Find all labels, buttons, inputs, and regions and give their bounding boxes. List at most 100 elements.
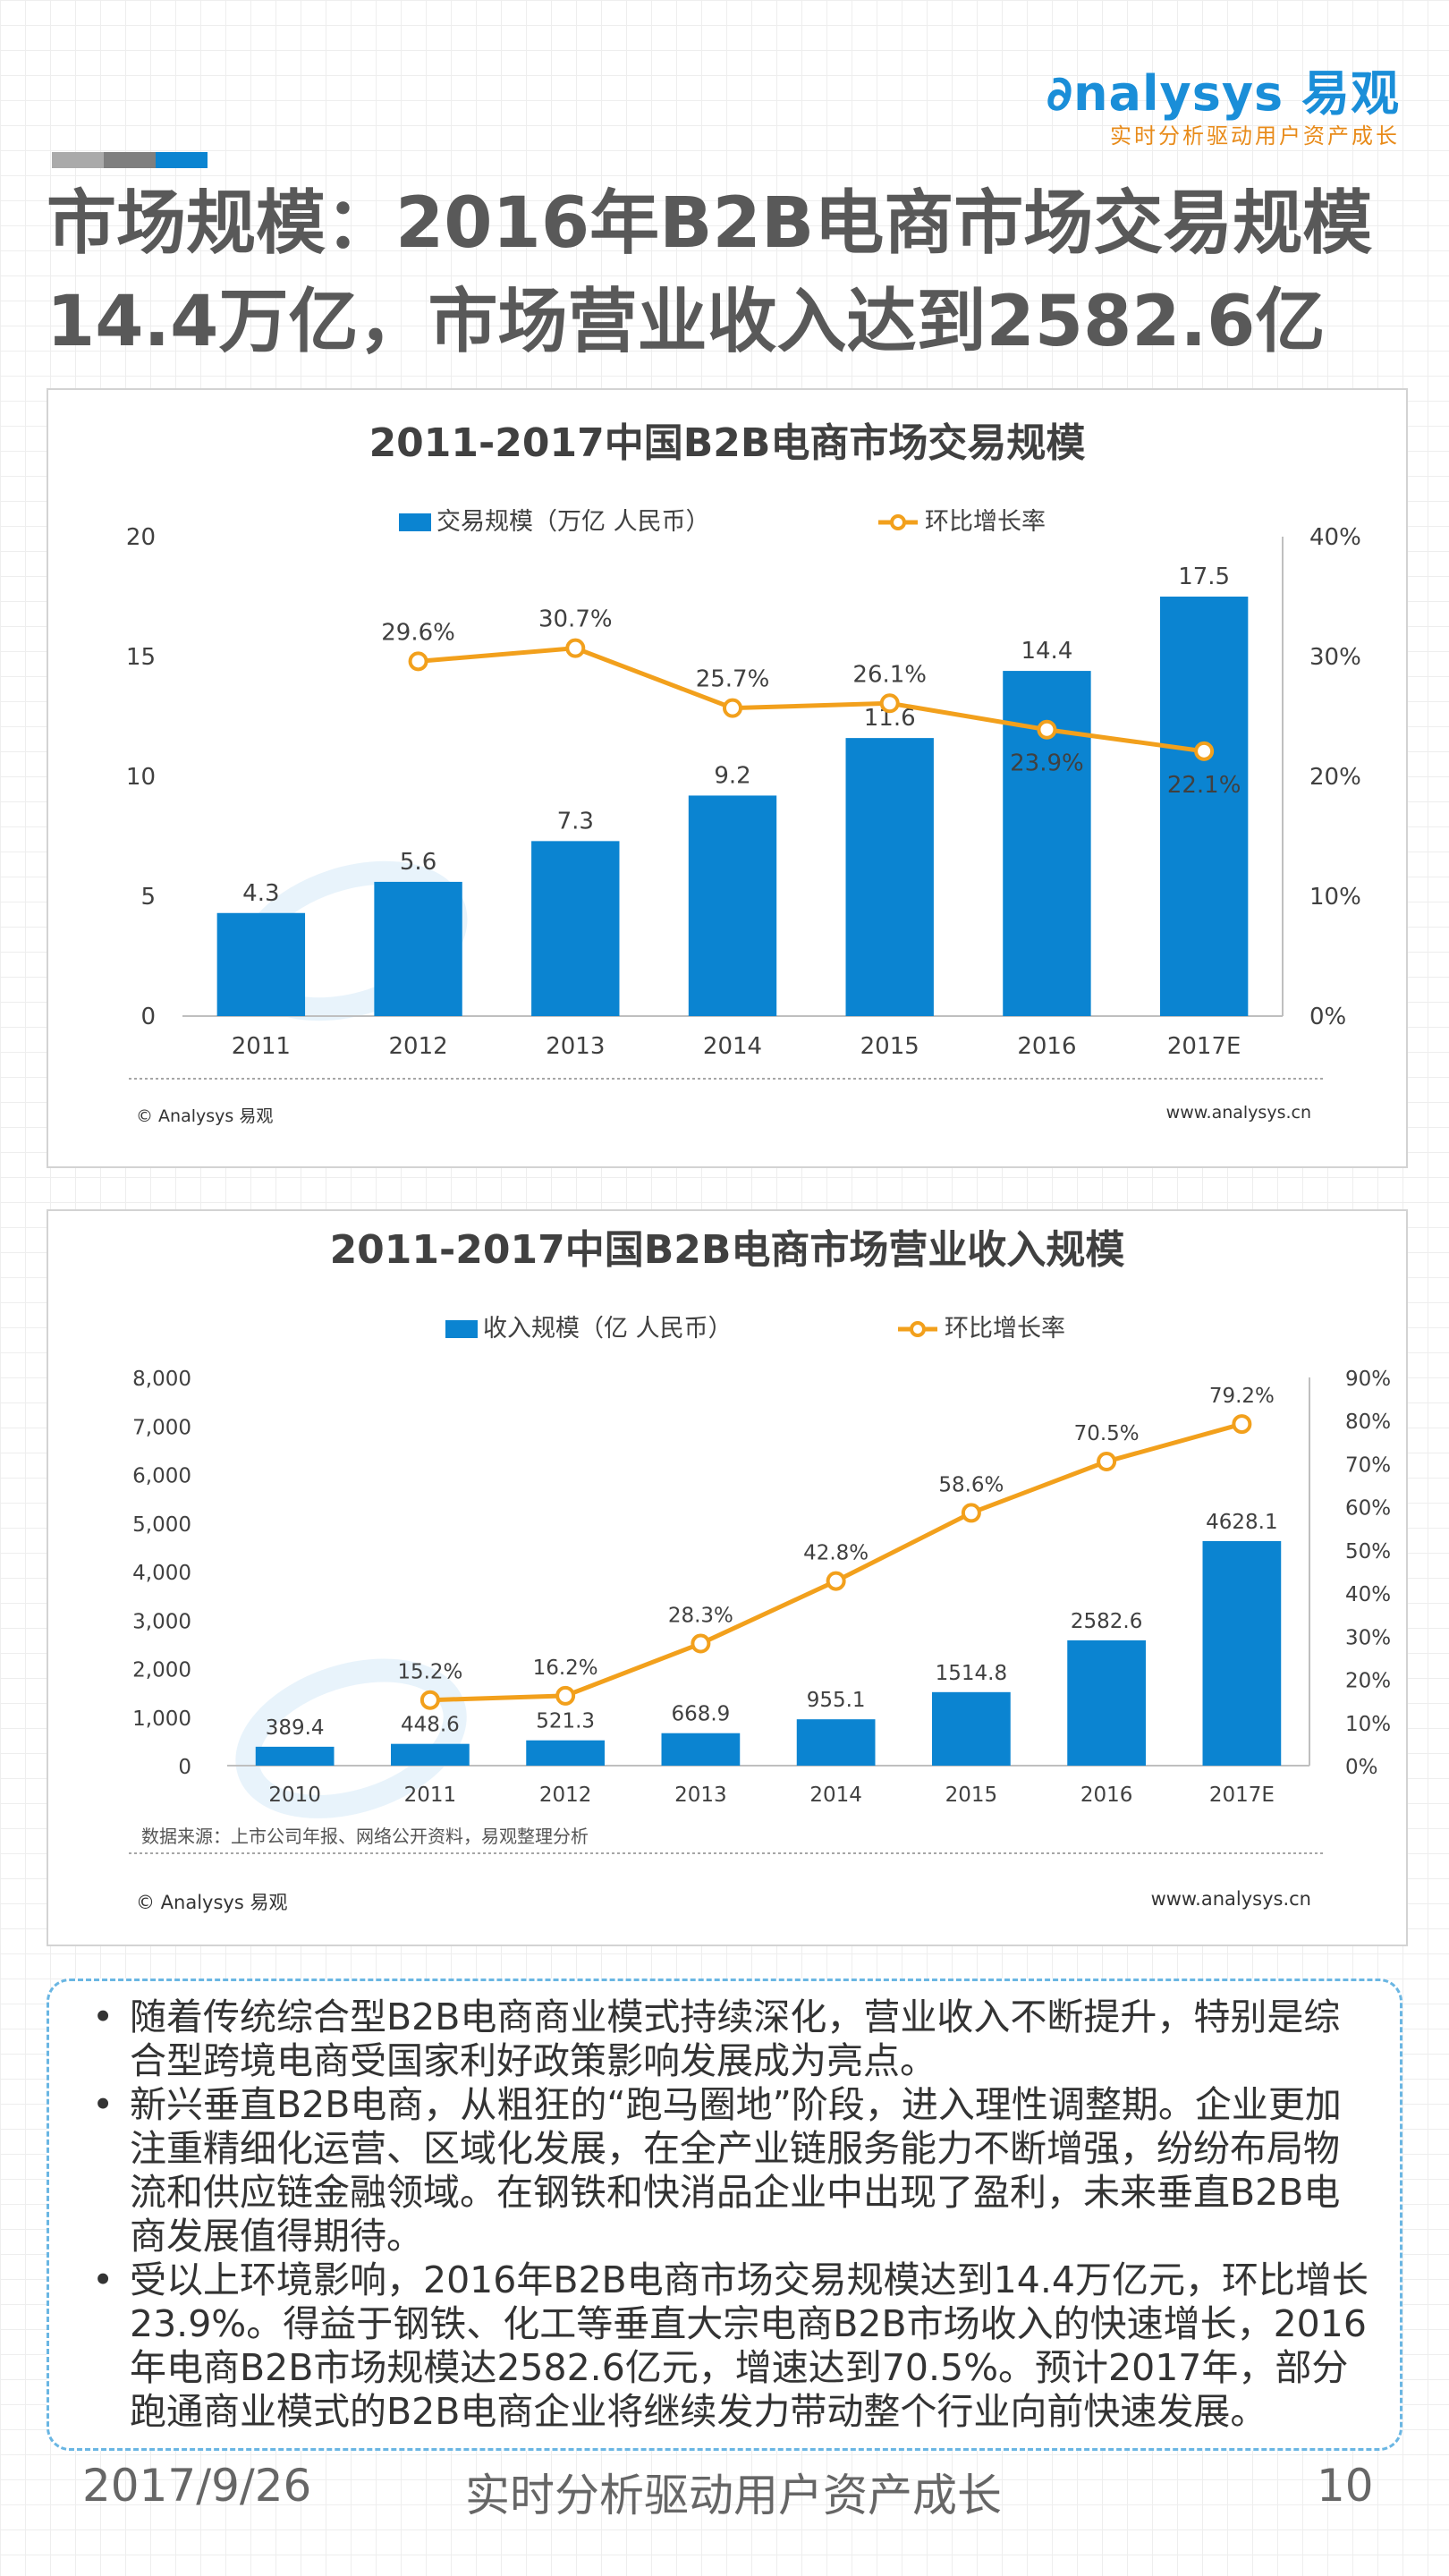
line-point — [826, 1571, 846, 1591]
bar — [1202, 1540, 1282, 1766]
deco-bar-dark — [104, 152, 156, 168]
line-data-label: 30.7% — [538, 606, 613, 633]
y-tick-label: 1,000 — [132, 1707, 191, 1731]
chart-copyright: © Analysys 易观 — [136, 1892, 287, 1913]
logo-a-icon: ∂ — [1046, 65, 1074, 122]
y2-tick-label: 50% — [1345, 1540, 1391, 1563]
bar — [1067, 1640, 1146, 1766]
summary-item: 随着传统综合型B2B电商商业模式持续深化，营业收入不断提升，特别是综合型跨境电商… — [76, 1996, 1373, 2083]
y-tick-label: 5 — [140, 884, 156, 911]
chart-url: www.analysys.cn — [1166, 1103, 1311, 1123]
line-data-label: 22.1% — [1167, 772, 1241, 799]
chart-title: 2011-2017中国B2B电商市场交易规模 — [369, 420, 1086, 466]
bar-data-label: 7.3 — [557, 808, 594, 835]
line-data-label: 26.1% — [852, 661, 927, 688]
y-tick-label: 10 — [126, 764, 156, 791]
x-tick-label: 2013 — [546, 1033, 605, 1060]
bar — [526, 1740, 605, 1766]
y2-tick-label: 80% — [1345, 1411, 1391, 1434]
y-tick-label: 4,000 — [132, 1562, 191, 1585]
bar-data-label: 448.6 — [401, 1714, 460, 1737]
bar — [391, 1743, 470, 1766]
deco-bar-light — [52, 152, 104, 168]
y-tick-label: 6,000 — [132, 1465, 191, 1488]
growth-rate-line — [418, 646, 1205, 754]
line-data-label: 70.5% — [1074, 1422, 1140, 1445]
y2-tick-label: 30% — [1345, 1626, 1391, 1649]
bar — [255, 1746, 335, 1766]
line-data-label: 16.2% — [533, 1657, 598, 1680]
y-tick-label: 0 — [140, 1004, 156, 1030]
legend-bar-label: 交易规模（万亿 人民币） — [436, 508, 710, 536]
y2-tick-label: 0% — [1345, 1756, 1378, 1779]
y2-tick-label: 90% — [1345, 1368, 1391, 1391]
line-point — [879, 693, 900, 714]
bar — [531, 841, 620, 1016]
bar-data-label: 521.3 — [536, 1710, 595, 1733]
chart-source-note: 数据来源：上市公司年报、网络公开资料，易观整理分析 — [141, 1826, 589, 1847]
x-tick-label: 2016 — [1080, 1784, 1133, 1807]
y-tick-label: 7,000 — [132, 1416, 191, 1439]
watermark-logo — [235, 1658, 467, 1818]
y2-tick-label: 20% — [1309, 764, 1361, 791]
y-tick-label: 8,000 — [132, 1368, 191, 1391]
chart-panel-transaction: 2011-2017中国B2B电商市场交易规模 交易规模（万亿 人民币） 环比增长率 0… — [47, 388, 1408, 1168]
x-tick-label: 2016 — [1017, 1033, 1076, 1060]
y2-tick-label: 10% — [1345, 1713, 1391, 1736]
chart-panel-revenue: 2011-2017中国B2B电商市场营业收入规模 收入规模（亿 人民币） 环比增长率… — [47, 1209, 1408, 1946]
page-title-line1: 市场规模：2016年B2B电商市场交易规模 — [47, 183, 1373, 264]
bar-data-label: 14.4 — [1021, 638, 1072, 665]
footer-slogan: 实时分析驱动用户资产成长 — [465, 2470, 1002, 2521]
y2-tick-label: 40% — [1345, 1583, 1391, 1606]
x-tick-label: 2014 — [703, 1033, 762, 1060]
logo-brand-cn: 易观 — [1301, 65, 1400, 122]
bar — [216, 912, 306, 1016]
bar-data-label: 5.6 — [400, 849, 436, 876]
line-point — [691, 1633, 711, 1654]
chart-url: www.analysys.cn — [1151, 1888, 1311, 1910]
bar-data-label: 4.3 — [242, 880, 279, 907]
y-tick-label: 5,000 — [132, 1513, 191, 1537]
line-point — [555, 1685, 576, 1706]
x-tick-label: 2011 — [404, 1784, 457, 1807]
line-point — [961, 1503, 981, 1523]
x-tick-label: 2011 — [232, 1033, 291, 1060]
summary-list: 随着传统综合型B2B电商商业模式持续深化，营业收入不断提升，特别是综合型跨境电商… — [49, 1981, 1400, 2434]
x-tick-label: 2013 — [674, 1784, 727, 1807]
line-point — [1194, 741, 1215, 761]
legend-bar-swatch — [399, 513, 431, 531]
page-title: 市场规模：2016年B2B电商市场交易规模 14.4万亿，市场营业收入达到258… — [47, 174, 1406, 371]
bar-data-label: 4628.1 — [1206, 1511, 1277, 1534]
footer-page-number: 10 — [1317, 2460, 1374, 2512]
line-point — [723, 698, 742, 718]
legend-line-marker — [910, 1321, 926, 1337]
line-data-label: 25.7% — [696, 666, 770, 693]
y2-tick-label: 60% — [1345, 1497, 1391, 1521]
x-tick-label: 2012 — [388, 1033, 447, 1060]
x-tick-label: 2014 — [809, 1784, 862, 1807]
bar-data-label: 668.9 — [671, 1703, 730, 1726]
line-point — [1097, 1452, 1117, 1472]
y-tick-label: 0 — [178, 1756, 191, 1779]
legend-bar-swatch — [445, 1320, 478, 1338]
bar-data-label: 389.4 — [266, 1716, 325, 1740]
x-tick-label: 2012 — [539, 1784, 592, 1807]
line-data-label: 29.6% — [381, 619, 455, 646]
legend-line-marker — [890, 514, 906, 530]
line-point — [1232, 1414, 1252, 1435]
y2-tick-label: 70% — [1345, 1453, 1391, 1477]
y-tick-label: 15 — [126, 644, 156, 671]
summary-item: 新兴垂直B2B电商，从粗狂的“跑马圈地”阶段，进入理性调整期。企业更加注重精细化… — [76, 2083, 1373, 2258]
y2-tick-label: 30% — [1309, 644, 1361, 671]
bar — [688, 795, 777, 1016]
x-tick-label: 2015 — [860, 1033, 919, 1060]
logo-brand: nalysys — [1073, 65, 1284, 122]
chart-title: 2011-2017中国B2B电商市场营业收入规模 — [330, 1227, 1125, 1273]
line-data-label: 23.9% — [1010, 750, 1084, 777]
bar — [374, 881, 462, 1016]
bar — [661, 1733, 741, 1766]
chart-copyright: © Analysys 易观 — [136, 1106, 273, 1126]
y2-tick-label: 20% — [1345, 1670, 1391, 1693]
